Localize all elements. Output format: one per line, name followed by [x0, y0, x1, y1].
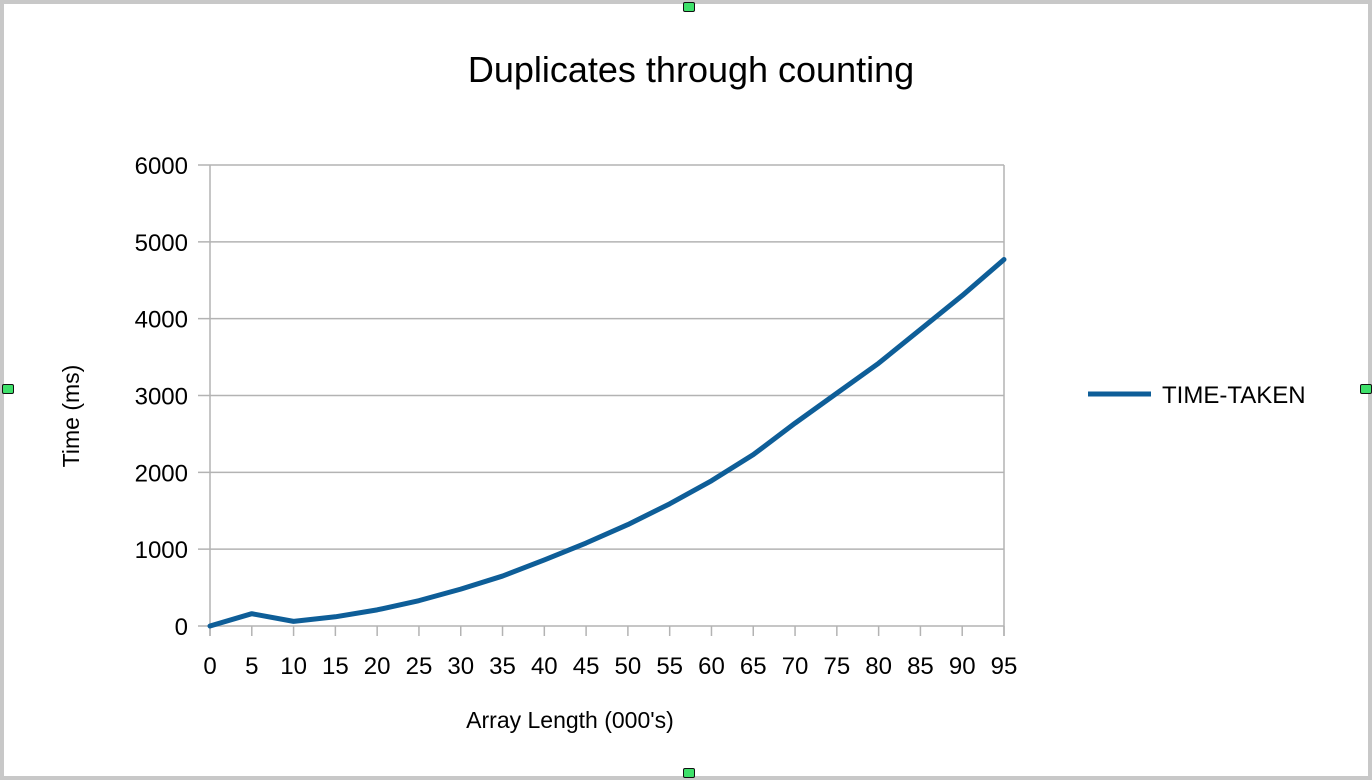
x-tick-label: 15 — [322, 653, 349, 680]
x-tick-label: 50 — [615, 653, 642, 680]
x-tick-label: 35 — [489, 653, 516, 680]
x-tick-label: 65 — [740, 653, 767, 680]
resize-handle-bottom[interactable] — [683, 768, 695, 778]
x-tick-label: 20 — [364, 653, 391, 680]
x-axis-label: Array Length (000's) — [466, 707, 674, 733]
x-tick-label: 45 — [573, 653, 600, 680]
x-tick-label: 30 — [447, 653, 474, 680]
x-tick-label: 70 — [782, 653, 809, 680]
resize-handle-left[interactable] — [2, 384, 14, 394]
resize-handle-right[interactable] — [1360, 384, 1372, 394]
y-tick-label: 2000 — [135, 460, 188, 487]
axes — [209, 165, 1005, 636]
x-tick-label: 75 — [823, 653, 850, 680]
legend: TIME-TAKEN — [1088, 382, 1306, 409]
y-axis-label: Time (ms) — [58, 365, 84, 468]
x-tick-label: 10 — [280, 653, 307, 680]
series-line — [207, 257, 1007, 629]
x-tick-label: 0 — [203, 653, 216, 680]
gridlines — [198, 164, 1004, 627]
line-chart: Duplicates through counting 010002000300… — [58, 49, 1306, 733]
x-tick-label: 55 — [656, 653, 683, 680]
resize-handle-top[interactable] — [683, 2, 695, 12]
chart-title: Duplicates through counting — [468, 49, 914, 90]
y-tick-label: 0 — [175, 614, 188, 641]
x-tick-label: 40 — [531, 653, 558, 680]
y-tick-label: 4000 — [135, 307, 188, 334]
x-tick-label: 60 — [698, 653, 725, 680]
legend-label: TIME-TAKEN — [1162, 382, 1306, 409]
x-tick-label: 95 — [991, 653, 1018, 680]
y-tick-label: 5000 — [135, 230, 188, 257]
x-tick-label: 80 — [865, 653, 892, 680]
x-tick-label: 90 — [949, 653, 976, 680]
y-tick-label: 1000 — [135, 537, 188, 564]
y-tick-label: 6000 — [135, 153, 188, 180]
x-tick-labels: 0 5 10 15 20 25 30 35 40 45 50 55 60 65 70 75 80 85 90 95 — [203, 653, 1017, 680]
x-tick-label: 85 — [907, 653, 934, 680]
x-tick-label: 5 — [245, 653, 258, 680]
series-lines — [207, 257, 1007, 629]
x-tick-label: 25 — [406, 653, 433, 680]
y-tick-label: 3000 — [135, 384, 188, 411]
y-tick-labels: 0 1000 2000 3000 4000 5000 6000 — [135, 153, 188, 641]
